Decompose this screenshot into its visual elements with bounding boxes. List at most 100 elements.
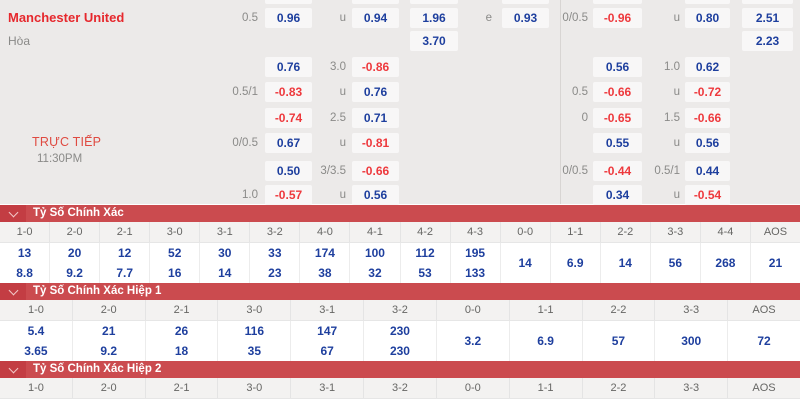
score-odds-value: 5.4 [27, 324, 45, 338]
home-team-name: Manchester United [8, 10, 125, 25]
odds-box[interactable]: -0.81 [352, 133, 399, 153]
draw-label: Hòa [8, 34, 31, 48]
odds-box[interactable]: -0.66 [352, 161, 399, 181]
score-odds-cell[interactable]: 12 7.7 [100, 243, 151, 283]
score-header-cell: 2-2 [583, 300, 656, 320]
score-header-cell: 2-0 [50, 222, 101, 242]
score-odds-value: 230 [389, 344, 410, 358]
score-odds-value: 33 [268, 246, 282, 260]
odds-box[interactable]: -0.57 [265, 185, 312, 205]
odds-box[interactable]: 0.34 [593, 185, 642, 205]
score-odds-cell[interactable]: 33 23 [250, 243, 301, 283]
odds-box[interactable]: 0.76 [265, 57, 312, 77]
score-odds-value: 14 [218, 266, 232, 280]
section-title: Tỷ Số Chính Xác Hiệp 1 [33, 285, 162, 297]
score-odds-cell[interactable]: 147 67 [291, 321, 365, 361]
score-odds-value: 13 [17, 246, 32, 260]
score-header-cell: 3-0 [150, 222, 201, 242]
handicap-label: 0.5/1 [654, 165, 680, 177]
score-header-cell: 0-0 [437, 378, 510, 398]
odds-box[interactable]: 0.56 [685, 133, 730, 153]
score-header-row: 1-0 2-0 2-1 3-0 3-1 3-2 4-0 4-1 4-2 4-3 0-0 1-1 2-2 3… [0, 222, 800, 243]
odds-box[interactable]: 0.67 [265, 133, 312, 153]
odds-box[interactable]: 3.70 [410, 31, 458, 51]
score-header-row: 1-0 2-0 2-1 3-0 3-1 3-2 0-0 1-1 2-2 3-3 AOS [0, 300, 800, 321]
score-odds-cell[interactable]: 230 230 [364, 321, 437, 361]
score-odds-cell[interactable]: 30 14 [200, 243, 251, 283]
odds-box[interactable]: 0.50 [265, 161, 312, 181]
odds-box[interactable]: 0.56 [352, 185, 399, 205]
odds-box[interactable]: 2.51 [742, 8, 793, 28]
score-odds-cell[interactable]: 13 8.8 [0, 243, 51, 283]
handicap-label: u [673, 189, 680, 201]
odds-box[interactable]: -0.72 [685, 82, 730, 102]
score-odds-cell[interactable]: 52 16 [150, 243, 201, 283]
score-odds-cell[interactable]: 72 [728, 321, 800, 361]
score-header-cell: 3-3 [655, 300, 729, 320]
score-header-cell: 2-0 [73, 300, 146, 320]
score-odds-cell[interactable]: 112 53 [401, 243, 451, 283]
score-odds-cell[interactable]: 6.9 [510, 321, 583, 361]
odds-box[interactable]: -0.86 [352, 57, 399, 77]
chevron-down-icon [8, 207, 18, 217]
odds-box[interactable]: -0.66 [593, 82, 642, 102]
odds-box[interactable]: -0.74 [265, 108, 312, 128]
score-odds-cell[interactable]: 5.4 3.65 [0, 321, 73, 361]
score-odds-cell[interactable]: 14 [601, 243, 651, 283]
odds-box[interactable]: 0.94 [352, 8, 399, 28]
score-odds-cell[interactable]: 3.2 [437, 321, 510, 361]
odds-box[interactable]: 0.96 [265, 8, 312, 28]
odds-box[interactable]: -0.65 [593, 108, 642, 128]
score-odds-cell[interactable]: 6.9 [551, 243, 601, 283]
collapse-button[interactable] [0, 361, 26, 378]
handicap-label: u [339, 86, 346, 98]
score-odds-cell[interactable]: 14 [501, 243, 551, 283]
odds-box[interactable]: -0.83 [265, 82, 312, 102]
handicap-label: 2.5 [330, 112, 346, 124]
score-odds-value: 112 [415, 246, 435, 260]
score-odds-cell[interactable]: 26 18 [146, 321, 219, 361]
kickoff-time: 11:30PM [37, 153, 83, 165]
score-odds-value: 9.2 [66, 266, 83, 280]
score-odds-cell[interactable]: 174 38 [300, 243, 351, 283]
section-title: Tỷ Số Chính Xác Hiệp 2 [33, 363, 162, 375]
odds-box[interactable]: 0.44 [685, 161, 730, 181]
score-odds-cell[interactable]: 195 133 [451, 243, 501, 283]
score-odds-cell[interactable]: 116 35 [218, 321, 292, 361]
odds-box[interactable]: 0.71 [352, 108, 399, 128]
odds-box[interactable]: -0.96 [593, 8, 642, 28]
score-header-cell: 1-0 [0, 222, 51, 242]
odds-box[interactable]: 0.80 [685, 8, 730, 28]
odds-box[interactable]: -0.44 [593, 161, 642, 181]
score-odds-value: 56 [668, 256, 683, 270]
handicap-label: 3/3.5 [320, 165, 346, 177]
handicap-label: u [673, 12, 680, 24]
score-odds-value: 8.8 [16, 266, 33, 280]
score-odds-value: 20 [67, 246, 82, 260]
score-odds-cell[interactable]: 300 [655, 321, 729, 361]
score-odds-cell[interactable]: 57 [583, 321, 656, 361]
score-odds-cell[interactable]: 100 32 [350, 243, 401, 283]
odds-box[interactable]: 0.62 [685, 57, 730, 77]
score-header-cell: 4-2 [401, 222, 451, 242]
odds-box[interactable]: -0.54 [685, 185, 730, 205]
collapse-button[interactable] [0, 283, 26, 300]
score-odds-cell[interactable]: 20 9.2 [50, 243, 101, 283]
odds-box[interactable]: 1.96 [410, 8, 458, 28]
odds-box[interactable]: 2.23 [742, 31, 793, 51]
odds-box[interactable]: 0.76 [352, 82, 399, 102]
collapse-button[interactable] [0, 205, 26, 222]
score-odds-value: 147 [317, 324, 338, 338]
score-odds-cell[interactable]: 21 [751, 243, 800, 283]
cutoff-odds-box [742, 0, 793, 4]
score-odds-value: 14 [618, 256, 632, 270]
odds-box[interactable]: -0.66 [685, 108, 730, 128]
score-odds-value: 174 [314, 246, 335, 260]
odds-box[interactable]: 0.55 [593, 133, 642, 153]
score-odds-cell[interactable]: 56 [651, 243, 701, 283]
odds-box[interactable]: 0.56 [593, 57, 642, 77]
score-odds-cell[interactable]: 268 [701, 243, 751, 283]
odds-box[interactable]: 0.93 [502, 8, 549, 28]
score-odds-cell[interactable]: 21 9.2 [73, 321, 146, 361]
handicap-label: u [339, 137, 346, 149]
